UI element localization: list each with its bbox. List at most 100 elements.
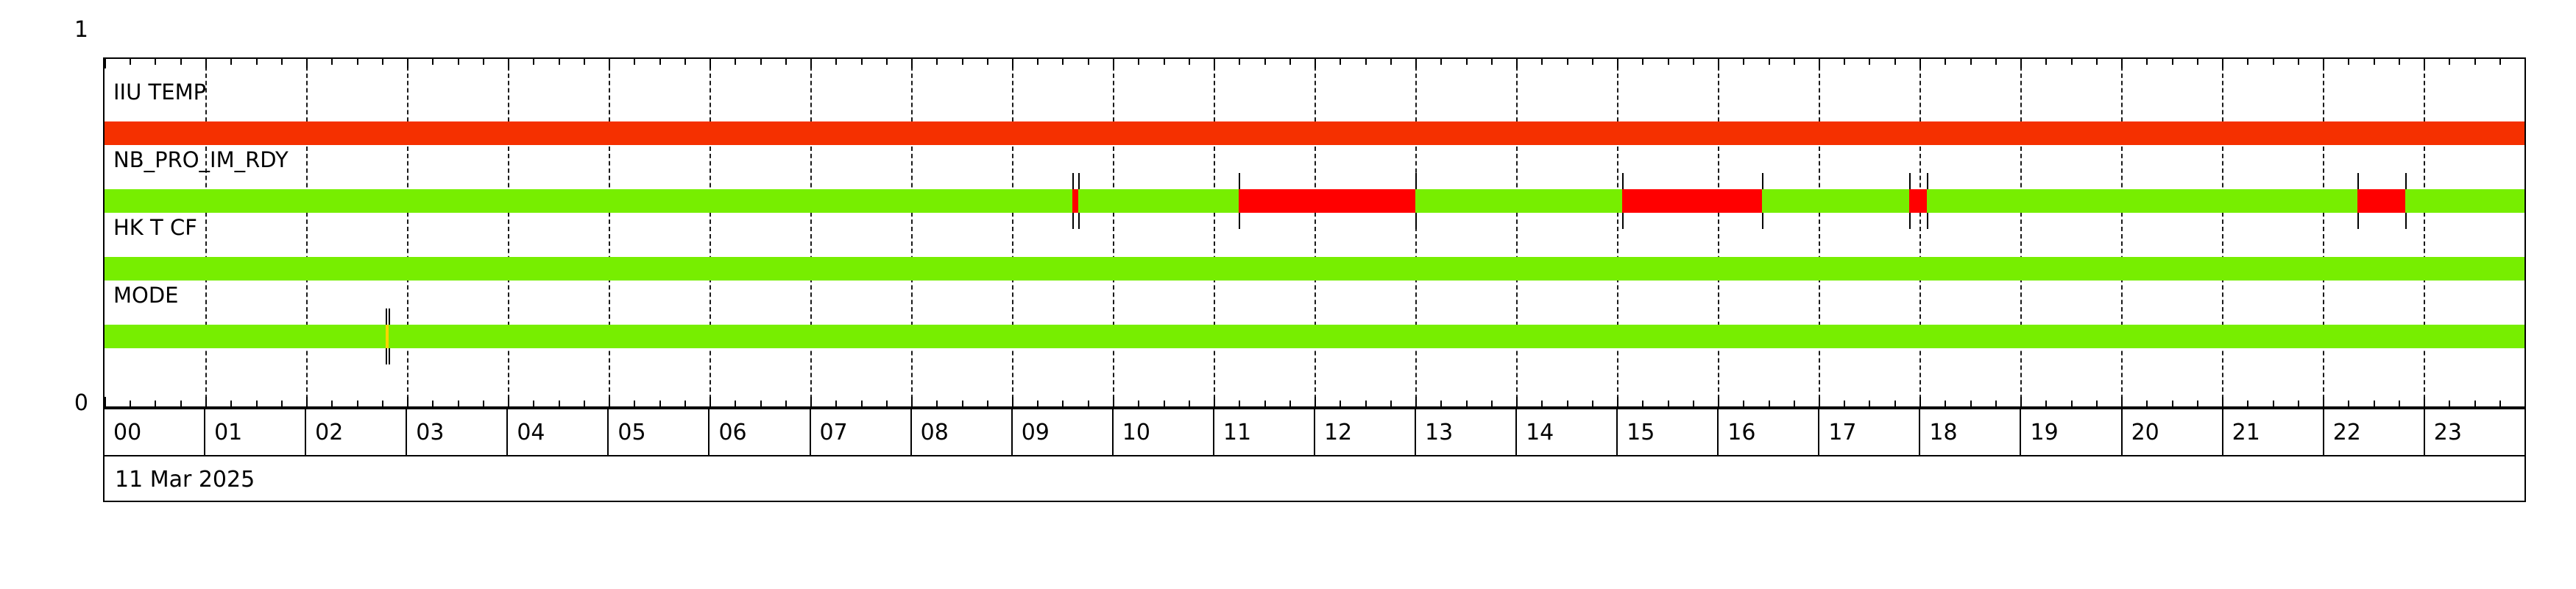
- segment-boundary-marker: [1621, 173, 1624, 189]
- axis-tick-minor-bottom: [2146, 401, 2148, 406]
- gridline-hour-21: [2222, 59, 2223, 406]
- axis-tick-minor-top: [533, 59, 535, 65]
- axis-tick-minor-bottom: [2499, 401, 2501, 406]
- axis-tick-minor-bottom: [1163, 401, 1165, 406]
- axis-tick-minor-top: [2499, 59, 2501, 65]
- x-axis-hour-label: 05: [618, 420, 646, 445]
- x-axis-hour-cell: 07: [811, 409, 912, 455]
- axis-tick-major-bottom: [910, 397, 913, 406]
- axis-tick-minor-top: [356, 59, 358, 65]
- axis-tick-minor-top: [1037, 59, 1039, 65]
- status-row-label: HK T CF: [113, 215, 197, 240]
- axis-tick-minor-top: [1995, 59, 1997, 65]
- axis-tick-minor-top: [1239, 59, 1241, 65]
- status-segment-not_ready: [1239, 189, 1415, 213]
- axis-tick-minor-bottom: [1289, 401, 1291, 406]
- axis-tick-minor-top: [961, 59, 963, 65]
- axis-tick-minor-top: [885, 59, 888, 65]
- x-axis-hour-label: 02: [315, 420, 344, 445]
- x-axis-hour-label: 10: [1122, 420, 1150, 445]
- axis-tick-minor-bottom: [2373, 401, 2375, 406]
- axis-tick-minor-bottom: [760, 401, 762, 406]
- x-axis-hour-cell: 20: [2123, 409, 2223, 455]
- axis-tick-major-bottom: [710, 397, 711, 406]
- status-segment-transition: [386, 325, 389, 348]
- axis-tick-minor-top: [684, 59, 686, 65]
- axis-tick-minor-top: [2171, 59, 2173, 65]
- axis-tick-minor-bottom: [986, 401, 988, 406]
- gridline-hour-01: [205, 59, 207, 406]
- gridline-hour-04: [507, 59, 509, 406]
- axis-tick-minor-bottom: [583, 401, 585, 406]
- axis-tick-minor-bottom: [1390, 401, 1392, 406]
- x-axis-hour-cell: 23: [2425, 409, 2524, 455]
- segment-boundary-marker: [386, 348, 388, 364]
- y-axis-tick-label-bottom: 0: [74, 390, 88, 416]
- axis-tick-minor-top: [280, 59, 283, 65]
- axis-tick-major-top: [507, 59, 509, 68]
- status-segment-not_ready: [2357, 189, 2406, 213]
- axis-tick-minor-bottom: [1667, 401, 1669, 406]
- axis-tick-major-top: [710, 59, 711, 68]
- axis-tick-minor-top: [331, 59, 333, 65]
- date-bar: 11 Mar 2025: [103, 456, 2526, 502]
- axis-tick-major-top: [1516, 59, 1518, 68]
- axis-tick-minor-bottom: [2247, 401, 2249, 406]
- gridline-hour-07: [810, 59, 812, 406]
- axis-tick-minor-bottom: [2070, 401, 2073, 406]
- status-bar: [105, 308, 2524, 364]
- status-row-label: NB_PRO_IM_RDY: [113, 147, 289, 172]
- axis-tick-minor-bottom: [2474, 401, 2476, 406]
- axis-tick-minor-bottom: [482, 401, 484, 406]
- axis-tick-minor-bottom: [2272, 401, 2274, 406]
- axis-tick-minor-top: [180, 59, 182, 65]
- segment-boundary-marker: [1909, 173, 1911, 189]
- x-axis-hour-cell: 17: [1819, 409, 1921, 455]
- x-axis-hour-cell: 18: [1920, 409, 2022, 455]
- axis-tick-minor-bottom: [936, 401, 938, 406]
- axis-tick-minor-top: [1667, 59, 1669, 65]
- axis-tick-major-top: [105, 59, 106, 68]
- x-axis-hour-label: 22: [2332, 420, 2361, 445]
- axis-tick-major-bottom: [1012, 397, 1013, 406]
- y-axis-tick-label-top: 1: [74, 17, 88, 43]
- segment-boundary-marker: [1415, 213, 1417, 229]
- axis-tick-minor-top: [2297, 59, 2299, 65]
- x-axis-hour-label: 14: [1526, 420, 1554, 445]
- axis-tick-minor-bottom: [961, 401, 963, 406]
- axis-tick-minor-bottom: [2095, 401, 2098, 406]
- axis-tick-major-top: [1617, 59, 1618, 68]
- x-axis-hour-cell: 21: [2223, 409, 2324, 455]
- x-axis-hour-label: 23: [2433, 420, 2462, 445]
- axis-tick-minor-top: [1793, 59, 1795, 65]
- axis-tick-minor-top: [2373, 59, 2375, 65]
- axis-tick-major-bottom: [305, 397, 308, 406]
- axis-tick-minor-top: [860, 59, 863, 65]
- axis-tick-minor-bottom: [280, 401, 283, 406]
- x-axis-hour-cell: 14: [1517, 409, 1618, 455]
- axis-tick-major-bottom: [205, 397, 207, 406]
- axis-tick-minor-bottom: [1087, 401, 1089, 406]
- x-axis-hour-label: 11: [1222, 420, 1252, 445]
- axis-tick-minor-top: [1894, 59, 1896, 65]
- axis-tick-minor-top: [2474, 59, 2476, 65]
- axis-tick-minor-bottom: [1239, 401, 1241, 406]
- x-axis-hour-cell: 10: [1114, 409, 1214, 455]
- axis-tick-minor-bottom: [255, 401, 258, 406]
- x-axis-hour-labels: 00 01 02 03 04 05 06 07 08 09 10 11 12 13 14 15 16 17 18 19…: [103, 408, 2526, 456]
- x-axis-hour-label: 00: [113, 420, 142, 445]
- axis-tick-major-top: [305, 59, 308, 68]
- gridline-hour-08: [910, 59, 913, 406]
- x-axis-hour-cell: 13: [1416, 409, 1518, 455]
- axis-tick-minor-top: [2070, 59, 2073, 65]
- axis-tick-major-top: [2524, 59, 2526, 68]
- axis-tick-minor-top: [785, 59, 787, 65]
- x-axis-hour-label: 16: [1727, 420, 1756, 445]
- x-axis-hour-cell: 03: [407, 409, 509, 455]
- axis-tick-minor-top: [1465, 59, 1468, 65]
- segment-boundary-marker: [386, 308, 388, 325]
- axis-tick-minor-top: [2247, 59, 2249, 65]
- axis-tick-minor-bottom: [155, 401, 157, 406]
- x-axis-hour-cell: 01: [205, 409, 307, 455]
